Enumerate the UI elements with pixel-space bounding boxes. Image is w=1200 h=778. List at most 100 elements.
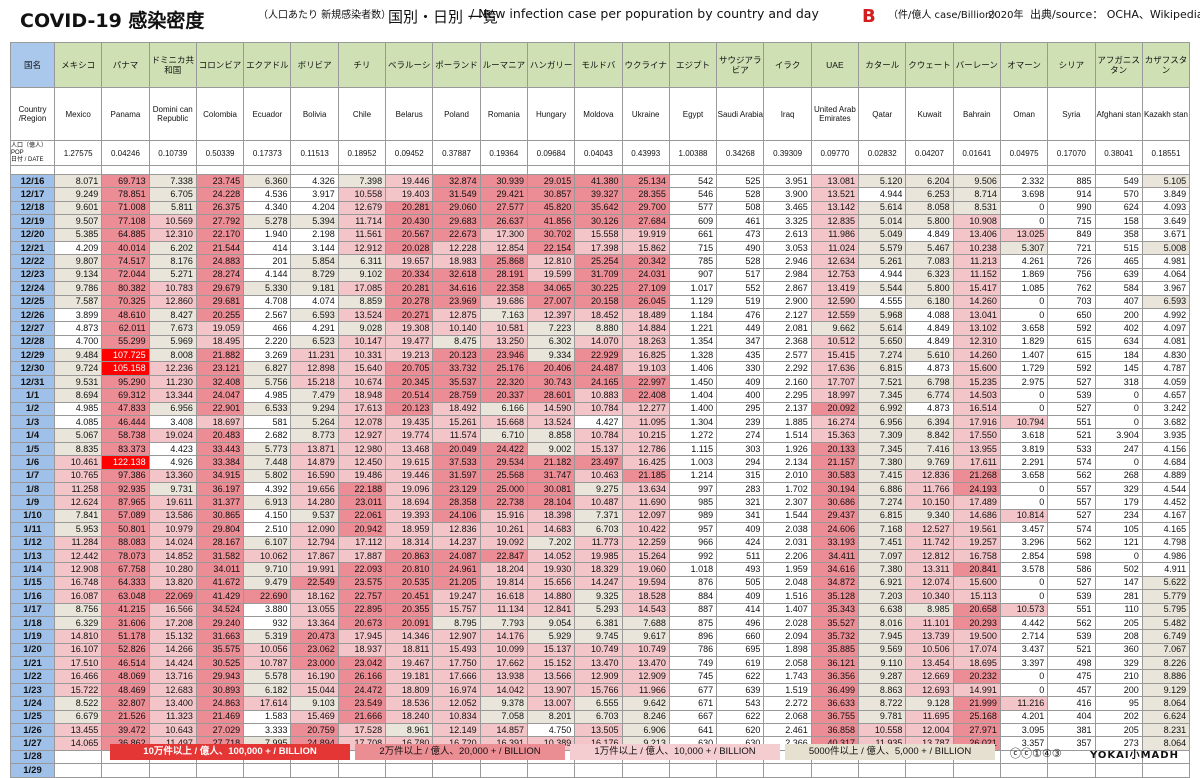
- table-row: 1/3 4.085 46.444 3.408 18.697 581 5.264 12.078 1…: [10, 415, 1191, 430]
- value-cell: 25.868: [479, 254, 528, 269]
- value-cell: 83.373: [101, 441, 150, 457]
- value-cell: 13.470: [574, 656, 623, 671]
- date-cell: 1/29: [10, 763, 55, 778]
- value-cell: 8.246: [621, 709, 670, 725]
- country-name-jp: チリ: [337, 42, 387, 88]
- value-cell: 435: [716, 348, 765, 363]
- table-row: 1/23 15.722 48.469 12.683 30.893 6.182 15.044 2…: [10, 682, 1191, 698]
- legend-item-5k: 5000件以上 / 億人、5,000 + / BILLION: [785, 744, 995, 760]
- value-cell: 4.657: [1141, 388, 1191, 403]
- table-row: 12/19 9.507 77.108 10.569 27.792 5.278 5.394 11…: [10, 214, 1191, 229]
- value-cell: 1.214: [668, 468, 718, 483]
- value-cell: 10.280: [148, 562, 197, 577]
- value-cell: 25.134: [621, 173, 670, 189]
- value-cell: 21.268: [952, 468, 1001, 483]
- value-cell: 13.955: [952, 441, 1001, 457]
- value-cell: 16.825: [621, 348, 670, 363]
- country-name-en: Belarus: [385, 87, 434, 141]
- value-cell: 72.044: [101, 267, 150, 283]
- value-cell: 8.231: [1141, 723, 1191, 738]
- value-cell: 539: [1047, 629, 1096, 644]
- value-cell: 10.883: [574, 388, 623, 403]
- value-cell: 8.522: [53, 696, 103, 711]
- value-cell: 10.506: [905, 642, 954, 658]
- value-cell: 786: [668, 642, 718, 658]
- value-cell: [574, 763, 623, 778]
- value-cell: 9.129: [1141, 682, 1191, 698]
- value-cell: 17.867: [290, 548, 339, 564]
- value-cell: 3.578: [999, 562, 1049, 577]
- value-cell: 876: [668, 575, 718, 591]
- value-cell: 3.269: [243, 348, 292, 363]
- value-cell: 14.260: [952, 348, 1001, 363]
- value-cell: 10.340: [905, 589, 954, 604]
- value-cell: 543: [716, 696, 765, 711]
- value-cell: 29.015: [526, 173, 576, 189]
- value-cell: 615: [1047, 348, 1096, 363]
- value-cell: 20.567: [385, 227, 434, 242]
- value-cell: 4.144: [243, 267, 292, 283]
- value-cell: 14.176: [479, 629, 528, 644]
- value-cell: 28.104: [526, 495, 576, 510]
- value-cell: 5.811: [148, 200, 197, 216]
- value-cell: 15.261: [432, 415, 481, 430]
- value-cell: 14.070: [574, 334, 623, 350]
- value-cell: 6.886: [858, 481, 907, 497]
- value-cell: 200: [1094, 682, 1143, 698]
- value-cell: 208: [1094, 629, 1143, 644]
- value-cell: 24.606: [810, 522, 860, 537]
- value-cell: 577: [668, 200, 718, 216]
- value-cell: 11.152: [952, 267, 1001, 283]
- value-cell: 12.693: [905, 682, 954, 698]
- value-cell: 105.158: [101, 361, 150, 376]
- value-cell: 20.863: [385, 548, 434, 564]
- table-row: 12/24 9.786 80.382 10.783 29.679 5.330 9.181 17…: [10, 281, 1191, 296]
- value-cell: 4.093: [1141, 200, 1191, 216]
- value-cell: 9.134: [53, 267, 103, 283]
- value-cell: 22.188: [337, 481, 387, 497]
- value-cell: 58.738: [101, 428, 150, 443]
- value-cell: 552: [716, 281, 765, 296]
- value-cell: 74.517: [101, 254, 150, 269]
- value-cell: 30.525: [195, 656, 245, 671]
- value-cell: 8.886: [1141, 669, 1191, 684]
- value-cell: 8.058: [905, 200, 954, 216]
- value-cell: 12.397: [526, 307, 576, 323]
- value-cell: 21.469: [195, 709, 245, 725]
- date-cell: 12/31: [10, 374, 55, 390]
- value-cell: 7.479: [290, 388, 339, 403]
- value-cell: 11.742: [905, 535, 954, 550]
- value-cell: 9.128: [905, 696, 954, 711]
- value-cell: 8.016: [858, 615, 907, 631]
- spacer-cell: [432, 165, 481, 175]
- value-cell: 20.483: [195, 428, 245, 443]
- value-cell: 16.758: [952, 548, 1001, 564]
- value-cell: 6.533: [243, 401, 292, 417]
- value-cell: 29.240: [195, 615, 245, 631]
- value-cell: 6.705: [148, 187, 197, 202]
- value-cell: 17.614: [243, 696, 292, 711]
- value-cell: 31.377: [195, 495, 245, 510]
- value-cell: 14.686: [952, 508, 1001, 524]
- value-cell: 35.537: [432, 374, 481, 390]
- population-value: 0.10739: [148, 140, 197, 166]
- value-cell: 18.452: [574, 307, 623, 323]
- value-cell: 7.398: [337, 173, 387, 189]
- value-cell: 17.074: [952, 642, 1001, 658]
- value-cell: 14.042: [479, 682, 528, 698]
- value-cell: 502: [1094, 562, 1143, 577]
- value-cell: 17.666: [432, 669, 481, 684]
- value-cell: 20.255: [195, 307, 245, 323]
- value-cell: 210: [1094, 669, 1143, 684]
- value-cell: 3.457: [999, 522, 1049, 537]
- value-cell: 9.745: [574, 629, 623, 644]
- value-cell: 6.906: [621, 723, 670, 738]
- value-cell: 557: [1047, 495, 1096, 510]
- header-label-en: Country/Region: [10, 87, 55, 141]
- value-cell: 581: [243, 415, 292, 430]
- title-en: / New infection case per popuration by c…: [470, 6, 819, 21]
- value-cell: 2.714: [999, 629, 1049, 644]
- value-cell: 10.261: [479, 522, 528, 537]
- value-cell: 10.787: [243, 656, 292, 671]
- value-cell: 24.487: [574, 361, 623, 376]
